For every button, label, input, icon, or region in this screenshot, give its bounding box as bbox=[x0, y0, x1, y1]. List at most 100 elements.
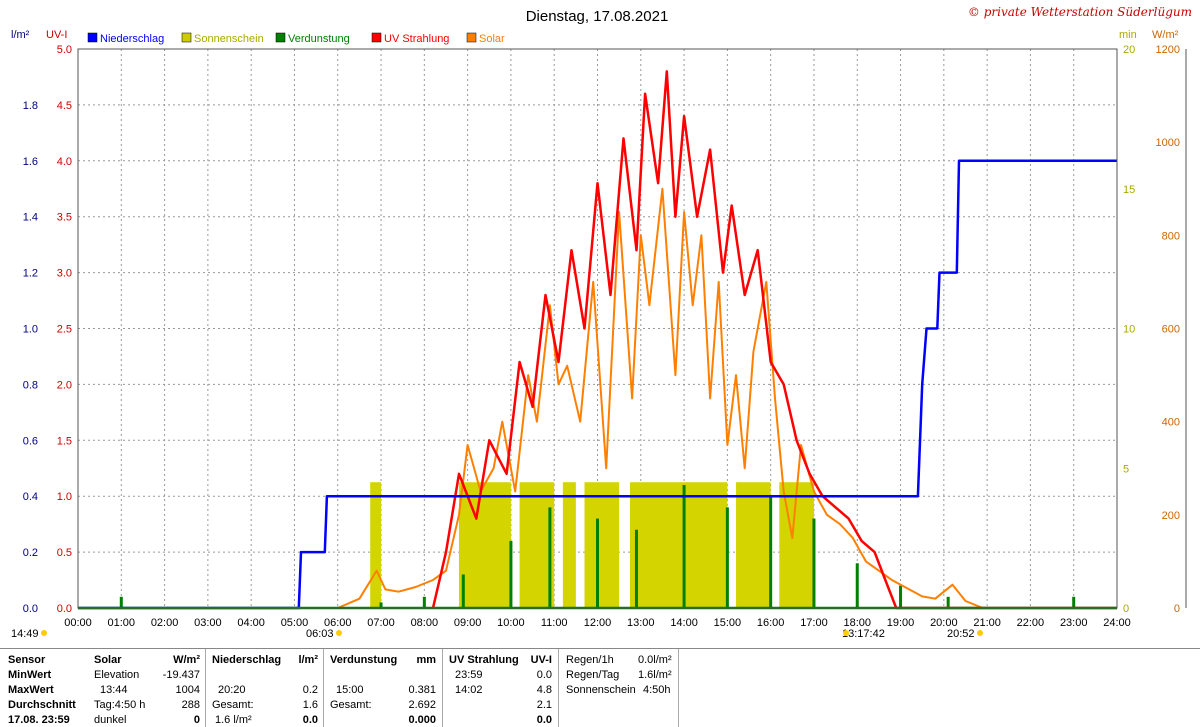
evaporation-bar bbox=[548, 507, 552, 608]
x-tick-label: 12:00 bbox=[584, 617, 612, 629]
evap-cell: 15:00 bbox=[336, 684, 364, 696]
stats-divider bbox=[205, 649, 206, 727]
solar-noon-icon bbox=[843, 630, 849, 636]
evaporation-bar bbox=[379, 602, 383, 608]
astro-markers: 14:49 06:03 13:17:42 20:52 bbox=[11, 628, 983, 640]
stats-header-solar: Solar bbox=[94, 654, 122, 666]
uv-axis-unit: UV-I bbox=[46, 29, 67, 41]
solar-noon-time: 13:17:42 bbox=[842, 628, 885, 640]
now-sun-icon bbox=[41, 630, 47, 636]
solar-tick-label: 0 bbox=[1174, 603, 1180, 615]
x-tick-label: 08:00 bbox=[411, 617, 439, 629]
solar-axis-unit: W/m² bbox=[1152, 29, 1179, 41]
solar-tick-label: 400 bbox=[1162, 417, 1180, 429]
evaporation-bar bbox=[422, 596, 426, 608]
stats-row-label: 17.08. 23:59 bbox=[8, 714, 70, 726]
chart-legend: Niederschlag Sonnenschein Verdunstung UV St… bbox=[87, 32, 505, 45]
rain-cell: 1.6 l/m² bbox=[215, 714, 252, 726]
sun-tick-label: 10 bbox=[1123, 324, 1135, 336]
stats-header-uv: UV Strahlung bbox=[449, 654, 519, 666]
x-tick-label: 18:00 bbox=[843, 617, 871, 629]
x-tick-label: 19:00 bbox=[887, 617, 915, 629]
solar-value: 1004 bbox=[175, 684, 200, 696]
legend-swatch bbox=[181, 32, 192, 43]
rain-value: 0.2 bbox=[302, 684, 318, 696]
x-tick-label: 22:00 bbox=[1017, 617, 1045, 629]
uv-tick-label: 2.0 bbox=[57, 379, 72, 391]
x-tick-label: 15:00 bbox=[714, 617, 742, 629]
weather-chart: 00:00 01:00 02:00 03:00 04:00 05:00 06:00 07:00… bbox=[11, 5, 1192, 640]
x-tick-label: 24:00 bbox=[1103, 617, 1131, 629]
evap-value: 2.692 bbox=[408, 699, 436, 711]
stats-divider bbox=[442, 649, 443, 727]
uv-value: 4.8 bbox=[536, 684, 552, 696]
legend-label: Verdunstung bbox=[288, 33, 350, 45]
evaporation-bar bbox=[725, 507, 729, 608]
x-tick-label: 01:00 bbox=[108, 617, 136, 629]
extra-label: Regen/Tag bbox=[566, 669, 620, 681]
now-time: 14:49 bbox=[11, 628, 39, 640]
evaporation-bar bbox=[812, 518, 816, 608]
x-tick-label: 02:00 bbox=[151, 617, 179, 629]
solar-cell: Elevation bbox=[94, 669, 140, 681]
uv-line bbox=[431, 70, 1117, 610]
rain-tick-label: 0.0 bbox=[23, 603, 38, 615]
rain-value: 1.6 bbox=[302, 699, 318, 711]
stats-header-uv-unit: UV-I bbox=[530, 654, 552, 666]
uv-tick-label: 4.0 bbox=[57, 156, 72, 168]
x-tick-label: 06:00 bbox=[324, 617, 352, 629]
sun-tick-label: 5 bbox=[1123, 463, 1129, 475]
stats-header-evap: Verdunstung bbox=[330, 654, 398, 666]
x-tick-label: 04:00 bbox=[237, 617, 265, 629]
rain-tick-label: 0.8 bbox=[23, 379, 38, 391]
extra-value: 0.0l/m² bbox=[638, 654, 672, 666]
x-tick-label: 17:00 bbox=[800, 617, 828, 629]
rain-tick-label: 0.2 bbox=[23, 547, 38, 559]
uv-tick-label: 2.5 bbox=[57, 324, 72, 336]
sunset-icon bbox=[977, 630, 983, 636]
rain-axis-unit: l/m² bbox=[11, 29, 30, 41]
extra-label: Sonnenschein bbox=[566, 684, 636, 696]
solar-tick-label: 200 bbox=[1162, 510, 1180, 522]
x-tick-label: 10:00 bbox=[497, 617, 525, 629]
legend-label: Solar bbox=[479, 33, 505, 45]
x-tick-label: 09:00 bbox=[454, 617, 482, 629]
sunshine-bar bbox=[629, 482, 728, 608]
legend-label: Niederschlag bbox=[100, 33, 164, 45]
sunshine-series bbox=[370, 482, 814, 608]
x-tick-label: 11:00 bbox=[541, 617, 568, 629]
stats-header-sensor: Sensor bbox=[8, 654, 46, 666]
solar-value: 0 bbox=[193, 714, 200, 726]
sun-tick-label: 15 bbox=[1123, 184, 1135, 196]
rain-value: 0.0 bbox=[302, 714, 318, 726]
legend-swatch bbox=[466, 32, 477, 43]
evaporation-bar bbox=[899, 585, 903, 608]
evap-value: 0.381 bbox=[408, 684, 436, 696]
stats-divider bbox=[323, 649, 324, 727]
solar-cell: Tag:4:50 h bbox=[94, 699, 146, 711]
stats-row-label: Durchschnitt bbox=[8, 699, 76, 711]
uv-tick-label: 0.0 bbox=[57, 603, 72, 615]
x-tick-label: 16:00 bbox=[757, 617, 785, 629]
rain-tick-label: 1.4 bbox=[23, 212, 38, 224]
sunshine-bar bbox=[458, 482, 511, 608]
evaporation-bar bbox=[596, 518, 599, 608]
evaporation-bar bbox=[634, 529, 638, 608]
evap-cell: Gesamt: bbox=[330, 699, 372, 711]
sunshine-bar bbox=[736, 482, 771, 608]
legend-swatch bbox=[275, 32, 286, 43]
uv-tick-label: 3.0 bbox=[57, 268, 72, 280]
x-tick-label: 23:00 bbox=[1060, 617, 1088, 629]
rain-cell: 20:20 bbox=[218, 684, 246, 696]
stats-header-rain: Niederschlag bbox=[212, 654, 282, 666]
sun-tick-label: 20 bbox=[1123, 44, 1135, 56]
evaporation-bar bbox=[1072, 596, 1076, 608]
chart-axes: 00:00 01:00 02:00 03:00 04:00 05:00 06:00 07:00… bbox=[23, 44, 1187, 629]
sunrise-icon bbox=[336, 630, 342, 636]
x-tick-label: 21:00 bbox=[973, 617, 1001, 629]
stats-divider bbox=[678, 649, 679, 727]
x-tick-label: 05:00 bbox=[281, 617, 309, 629]
extra-value: 4:50h bbox=[643, 684, 671, 696]
solar-tick-label: 800 bbox=[1162, 230, 1180, 242]
solar-tick-label: 1200 bbox=[1156, 44, 1180, 56]
